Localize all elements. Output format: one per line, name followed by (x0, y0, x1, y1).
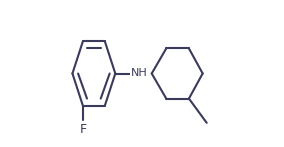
Text: F: F (80, 123, 87, 136)
Text: NH: NH (131, 69, 148, 78)
